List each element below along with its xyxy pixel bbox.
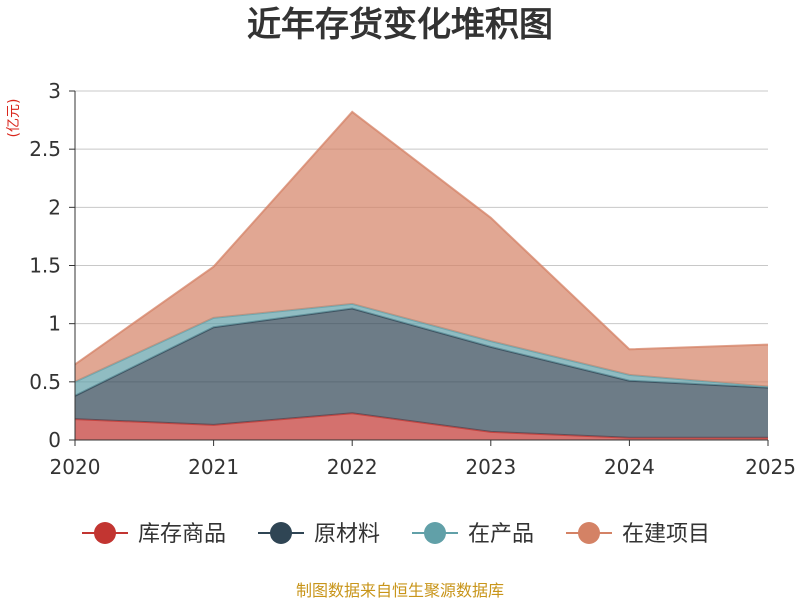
y-tick-label: 0.5 (29, 370, 61, 394)
legend-marker (94, 522, 116, 544)
area-series-4 (75, 111, 768, 387)
legend-marker (578, 522, 600, 544)
x-tick-label: 2023 (465, 455, 516, 479)
x-tick-label: 2021 (188, 455, 239, 479)
legend-label: 在建项目 (622, 522, 710, 547)
data-source-note: 制图数据来自恒生聚源数据库 (296, 581, 504, 600)
chart-title: 近年存货变化堆积图 (247, 5, 553, 45)
y-tick-label: 2 (48, 195, 61, 219)
y-tick-label: 2.5 (29, 137, 61, 161)
legend-item[interactable]: 原材料 (258, 522, 380, 547)
legend-label: 原材料 (314, 522, 380, 547)
legend-marker (270, 522, 292, 544)
y-tick-label: 1 (48, 312, 61, 336)
legend-label: 库存商品 (138, 522, 226, 547)
legend-marker (424, 522, 446, 544)
x-tick-label: 2025 (745, 455, 796, 479)
legend-item[interactable]: 在产品 (412, 522, 534, 547)
x-tick-label: 2020 (50, 455, 101, 479)
area-series-1 (75, 413, 768, 440)
y-unit-label: (亿元) (6, 99, 22, 138)
y-tick-label: 0 (48, 428, 61, 452)
x-tick-label: 2022 (327, 455, 378, 479)
legend-item[interactable]: 在建项目 (566, 522, 710, 547)
area-series-line-4 (74, 110, 769, 366)
legend-item[interactable]: 库存商品 (82, 522, 226, 547)
area-series-2 (75, 308, 768, 438)
legend-label: 在产品 (468, 522, 534, 547)
y-tick-label: 3 (48, 79, 61, 103)
y-tick-label: 1.5 (29, 254, 61, 278)
x-tick-label: 2024 (604, 455, 655, 479)
